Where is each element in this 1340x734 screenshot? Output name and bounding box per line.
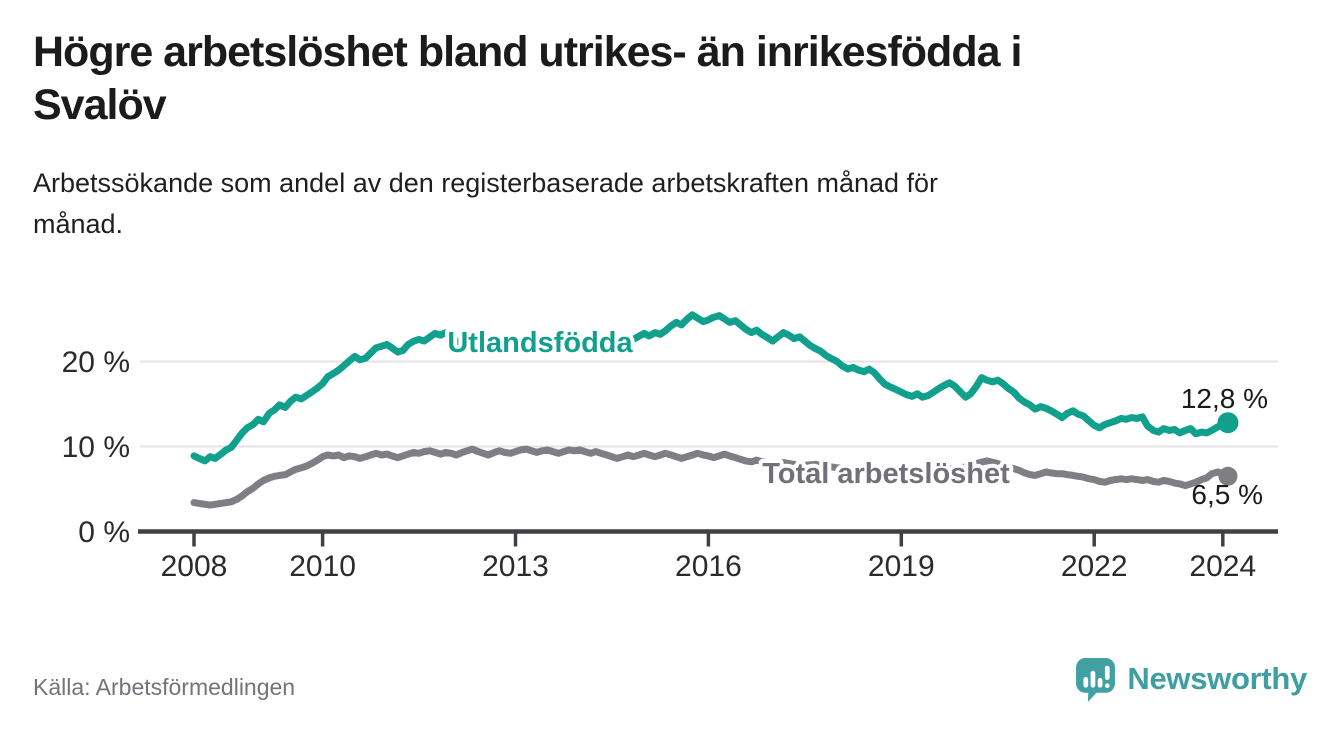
newsworthy-logo: Newsworthy [1075, 656, 1307, 702]
utlandsfodda-line [190, 311, 1232, 465]
x-tick-label-2008: 2008 [161, 550, 228, 583]
chart-subtitle: Arbetssökande som andel av den registerb… [33, 163, 1313, 244]
y-tick-label-20: 20 % [62, 346, 130, 379]
total-end-dot [1218, 466, 1238, 486]
total-arbetsloshet-line [190, 445, 1232, 509]
source-note: Källa: Arbetsförmedlingen [33, 674, 296, 700]
utlandsfodda-end-value-label: 12,8 % [1181, 383, 1268, 414]
subtitle-line-1: Arbetssökande som andel av den registerb… [33, 168, 939, 198]
total-end-value-label: 6,5 % [1191, 479, 1263, 510]
brand-wordmark: Newsworthy [1127, 661, 1307, 696]
y-tick-label-10: 10 % [62, 431, 130, 464]
title-line-2: Svalöv [33, 81, 167, 130]
page-title: Högre arbetslöshet bland utrikes- än inr… [33, 26, 1313, 133]
subtitle-line-2: månad. [33, 208, 124, 239]
x-tick-label-2024: 2024 [1189, 550, 1256, 583]
series-label-utlandsfodda: Utlandsfödda [447, 327, 633, 359]
y-tick-label-0: 0 % [78, 516, 130, 549]
x-tick-label-2013: 2013 [482, 550, 549, 583]
x-tick-label-2022: 2022 [1061, 550, 1128, 583]
x-tick-label-2019: 2019 [868, 550, 935, 583]
x-tick-label-2016: 2016 [675, 550, 742, 583]
newsworthy-speech-bubble-bar-chart-icon [1076, 657, 1116, 702]
utlandsfodda-end-dot [1217, 412, 1239, 434]
title-line-1: Högre arbetslöshet bland utrikes- än inr… [33, 28, 1022, 76]
series-label-total: Total arbetslöshet [762, 458, 1010, 490]
x-tick-label-2010: 2010 [289, 550, 356, 583]
